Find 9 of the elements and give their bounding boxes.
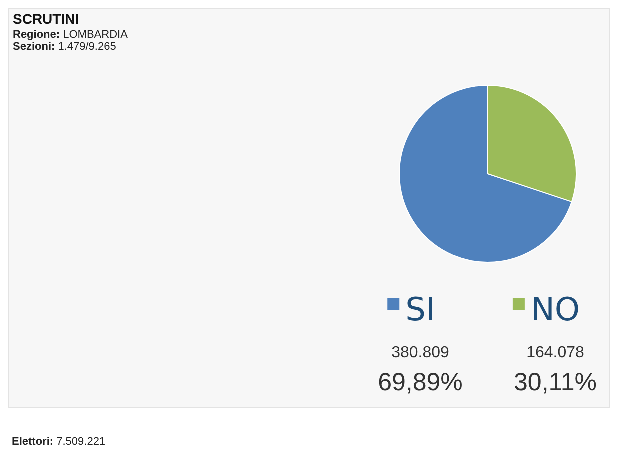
text: 164.078 [526,344,585,362]
legend-label: SI [406,290,436,328]
text: 30,11% [514,368,597,396]
legend-label: NO [530,290,580,328]
text: Elettori: 7.509.221 [12,436,106,448]
text: Regione: LOMBARDIA Sezioni: 1.479/9.265 [13,29,128,53]
text: SCRUTINI [13,11,80,27]
text: 380.809 [392,344,450,362]
text: 69,89% [378,368,463,396]
